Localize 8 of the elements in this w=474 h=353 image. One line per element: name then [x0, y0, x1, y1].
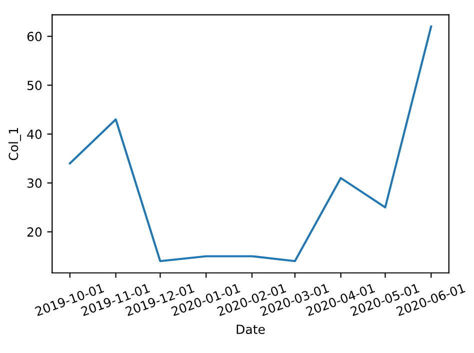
y-tick-label: 30 [27, 178, 42, 188]
line-series [68, 26, 432, 262]
y-axis-title: Col_1 [8, 128, 21, 160]
y-tick-label: 60 [27, 32, 42, 42]
y-tick-label: 50 [27, 80, 42, 90]
x-axis-title: Date [236, 324, 265, 334]
y-tick-label: 20 [27, 227, 42, 237]
y-tick-label: 40 [27, 130, 42, 139]
